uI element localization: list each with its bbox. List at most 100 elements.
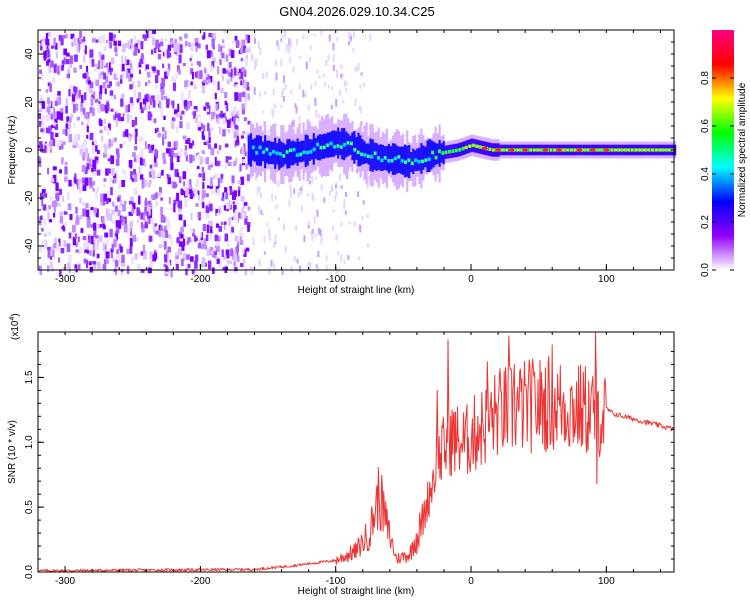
heatmap-cell [189,57,192,62]
heatmap-cell [149,164,154,169]
heatmap-cell [244,151,247,157]
ridge-peak [663,149,667,151]
heatmap-cell [63,48,68,56]
heatmap-cell [345,87,348,92]
ridge-core [387,158,391,163]
ridge-band [467,139,470,154]
heatmap-cell [274,60,277,66]
ridge-core [265,147,269,152]
ridge-core [461,146,465,151]
heatmap-cell [137,263,141,270]
heatmap-cell [94,99,99,103]
heatmap-cell [151,218,154,227]
y-tick-label: -20 [24,190,35,205]
heatmap-cell [144,161,147,167]
heatmap-cell [192,80,195,87]
ridge-band [345,131,348,158]
heatmap-cell [184,145,188,151]
heatmap-cell [120,246,123,253]
heatmap-cell [182,253,186,262]
heatmap-cell [160,206,163,216]
heatmap-cell [138,166,141,175]
heatmap-cell [79,65,82,69]
ridge-band [314,137,317,159]
colorbar-tick-label: 0.8 [700,71,711,85]
heatmap-cell [204,262,207,267]
heatmap-cell [112,34,116,39]
ridge-core [404,160,407,164]
heatmap-cell [66,116,70,123]
ridge-band [316,135,319,161]
heatmap-cell [349,33,352,39]
heatmap-cell [209,65,213,72]
ridge-core [312,147,316,152]
heatmap-cell [247,225,250,232]
heatmap-cell [46,60,50,66]
heatmap-cell [93,263,97,270]
heatmap-cell [227,129,231,134]
heatmap-cell [343,198,346,203]
heatmap-cell [244,268,248,276]
heatmap-cell [71,95,76,102]
ridge-core [360,152,364,157]
heatmap-cell [105,39,109,43]
heatmap-cell [38,121,42,125]
heatmap-cell [227,260,230,264]
heatmap-cell [74,173,77,180]
heatmap-cell [205,102,210,106]
heatmap-cell [243,249,247,257]
ridge-peak [472,144,476,147]
heatmap-cell [207,144,212,150]
heatmap-cell [67,203,72,211]
ridge-peak [634,149,638,151]
ridge-band [406,145,409,177]
heatmap-cell [113,114,117,121]
heatmap-cell [229,118,233,122]
heatmap-cell [102,242,105,251]
heatmap-cell [259,192,262,198]
heatmap-cell [56,111,61,120]
heatmap-cell [367,243,370,248]
heatmap-cell [112,201,115,207]
heatmap-cell [109,228,113,238]
ridge-core [299,152,303,157]
heatmap-cell [78,181,81,190]
ridge-band [324,133,328,158]
heatmap-cell [39,69,43,74]
heatmap-cell [55,43,58,50]
heatmap-cell [309,45,312,50]
heatmap-cell [58,34,62,41]
snr-scale-label: (x104) [9,313,21,340]
heatmap-cell [73,86,76,92]
heatmap-cell [68,89,71,97]
heatmap-cell [83,54,86,63]
heatmap-cell [222,267,226,271]
heatmap-cell [241,39,246,48]
heatmap-cell [93,230,97,238]
heatmap-cell [207,165,211,170]
heatmap-cell [262,110,265,114]
heatmap-cell [347,255,350,260]
heatmap-cell [121,218,125,226]
heatmap-cell [277,216,280,221]
ridge-band [367,143,370,165]
heatmap-cell [127,40,132,50]
heatmap-cell [74,54,78,62]
heatmap-cell [74,264,78,273]
heatmap-cell [93,139,97,145]
heatmap-cell [177,248,182,256]
heatmap-cell [81,202,85,207]
heatmap-cell [50,261,53,268]
heatmap-cell [103,126,107,131]
heatmap-cell [237,92,242,100]
heatmap-cell [155,74,159,84]
ridge-band [359,135,362,166]
heatmap-cell [40,119,44,129]
heatmap-cell [223,205,227,211]
heatmap-cell [110,108,114,112]
heatmap-cell [164,48,168,57]
heatmap-cell [202,172,206,182]
ridge-band [264,135,267,169]
heatmap-cell [53,204,56,213]
heatmap-cell [152,170,156,179]
